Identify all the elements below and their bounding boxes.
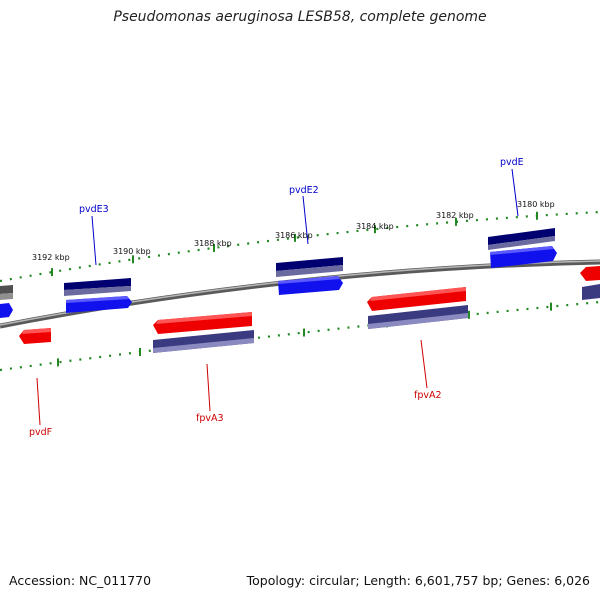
accession-text: Accession: NC_011770 [9,573,152,588]
gene-label-pvdE[interactable]: pvdE [500,157,524,168]
gene-arrow-forward-highlight [490,246,554,255]
forward-track [0,210,600,283]
gene-bar-reverse-shade [368,313,468,329]
gene-bar-forward [276,257,343,271]
gene-arrow-forward-highlight [278,276,340,284]
gene-bar-reverse-shade [153,338,254,353]
gene-arrow-reverse-highlight [156,312,252,324]
gene-bar-forward-shade [64,286,131,296]
leader-line [511,168,519,217]
scale-tick-label: 3186 kbp [275,231,313,240]
leader-line [91,215,97,266]
gene-pvdE[interactable] [488,228,557,268]
gene-fpvA3[interactable] [153,312,254,353]
scale-tick-label: 3184 kbp [356,222,394,231]
gene-pvdF[interactable] [19,328,51,344]
scale-tick-labels: 3180 kbp 3182 kbp 3184 kbp 3186 kbp 3188… [32,200,555,262]
gene-bar-forward [488,228,555,245]
scale-tick-label: 3188 kbp [194,239,232,248]
gene-pvdE2[interactable] [276,257,343,295]
gene-label-fpvA2[interactable]: fpvA2 [414,390,442,401]
gene-bar-forward-shade [276,265,343,277]
leader-line [302,195,309,245]
gene-label-pvdF[interactable]: pvdF [29,427,52,438]
scale-tick-label: 3192 kbp [32,253,70,262]
leader-line [36,377,41,426]
scale-tick-label: 3190 kbp [113,247,151,256]
gene-pvdE3[interactable] [64,278,132,313]
gene-arrow-reverse-highlight [22,328,51,334]
gene-arrow-forward-highlight [66,296,129,303]
leader-line [206,363,211,412]
gene-label-pvdE2[interactable]: pvdE2 [289,185,319,196]
gene-arrow-reverse-highlight [370,287,466,301]
scale-tick-label: 3180 kbp [517,200,555,209]
gene-partial-left-forward [0,285,13,318]
genome-summary-text: Topology: circular; Length: 6,601,757 bp… [246,573,590,588]
gene-bar-forward-shade [488,236,555,250]
gene-fpvA2[interactable] [367,287,468,329]
gene-partial-right-reverse [580,266,600,300]
map-title: Pseudomonas aeruginosa LESB58, complete … [113,9,487,25]
gene-label-pvdE3[interactable]: pvdE3 [79,204,109,215]
scale-tick-label: 3182 kbp [436,211,474,220]
gene-label-fpvA3[interactable]: fpvA3 [196,413,224,424]
leader-line [420,339,428,389]
